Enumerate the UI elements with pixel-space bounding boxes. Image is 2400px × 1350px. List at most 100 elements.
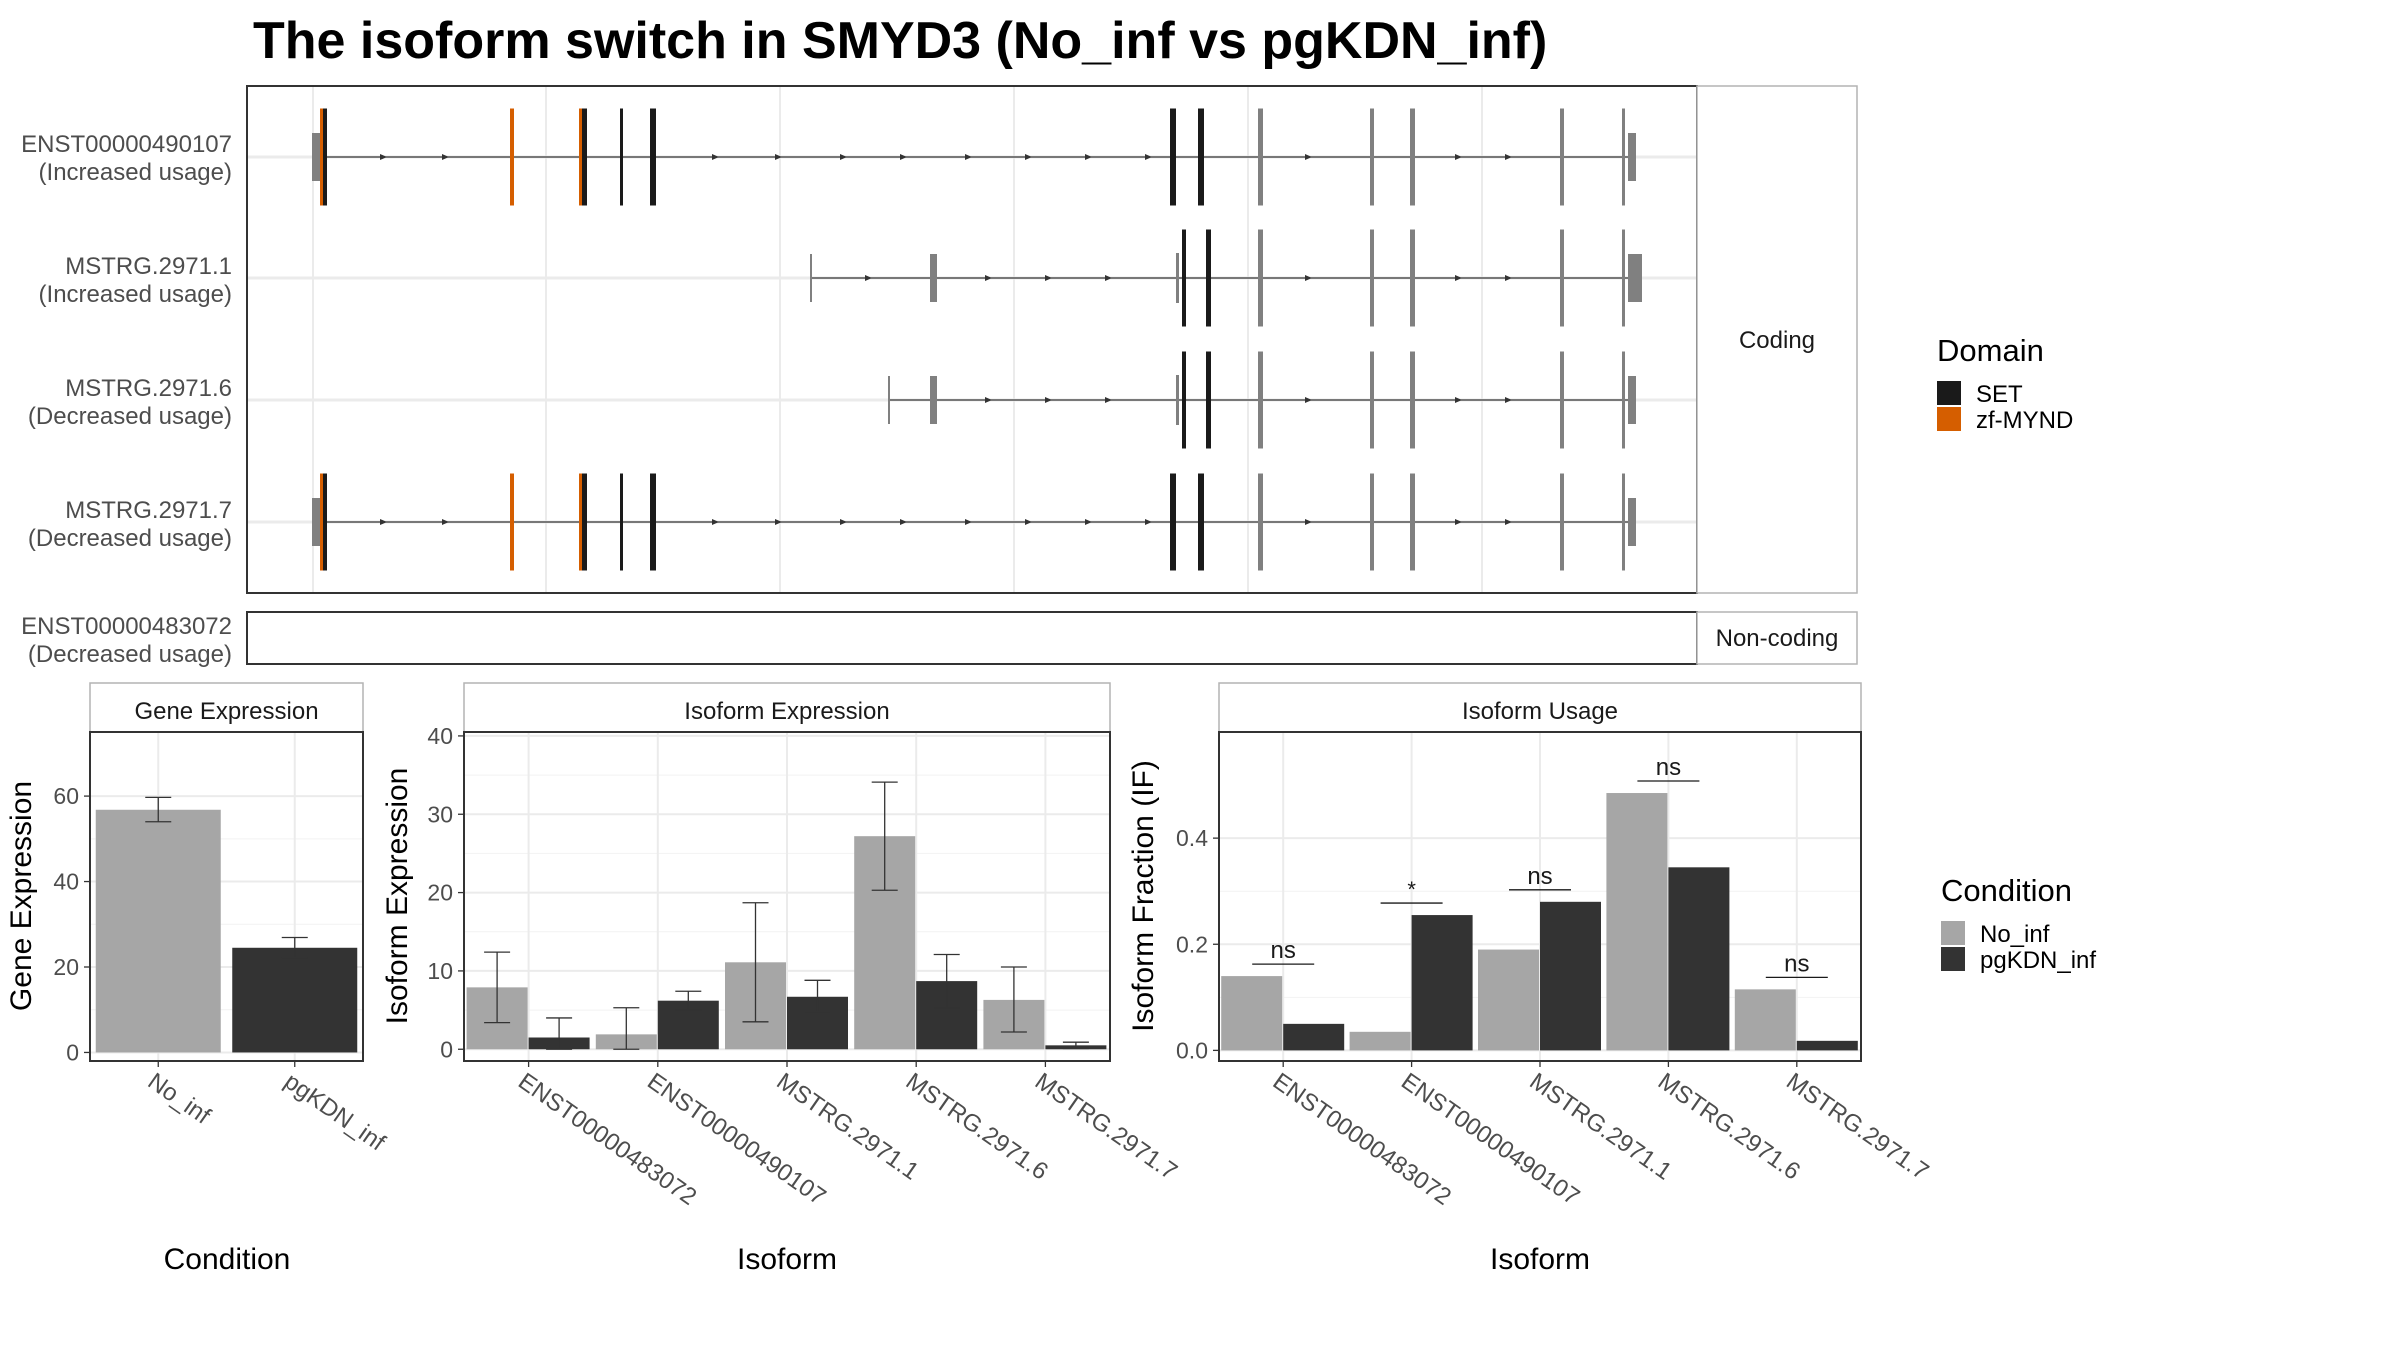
intron-arrow [1505,275,1512,281]
significance-label: ns [1271,937,1296,964]
intron-arrow [1505,397,1512,403]
significance-label: ns [1527,863,1552,890]
exon [1258,351,1263,449]
y-tick-label: 40 [53,869,79,895]
legend-label-set: SET [1976,381,2023,408]
intron-arrow [840,519,847,525]
exon [1622,229,1625,327]
y-tick-label: 60 [53,783,79,809]
exon [1560,229,1564,327]
x-tick-label: MSTRG.2971.7 [1781,1068,1933,1186]
bar [1796,1040,1858,1051]
intron-arrow [1455,397,1462,403]
isoform-label-usage: (Decreased usage) [28,525,232,552]
intron-arrow [965,519,972,525]
facet-strip [89,682,364,733]
exon [810,254,812,302]
intron-arrow [1505,519,1512,525]
significance-label: * [1407,877,1416,902]
x-tick-label: No_inf [143,1068,216,1130]
isoform-label-usage: (Increased usage) [39,159,232,186]
bar [1540,901,1601,1051]
exon [1370,229,1374,327]
y-tick-label: 40 [427,723,453,749]
intron-arrow [865,275,872,281]
noncoding-strip-label: Non-coding [1716,625,1839,652]
exon [1170,108,1176,206]
isoform-label-id: ENST00000490107 [21,131,232,158]
domain-legend: Domain SET zf-MYND [1937,333,2073,434]
intron-arrow [1455,154,1462,160]
exon [888,376,890,424]
exon [650,108,656,206]
isoform-expression-chart: Isoform Expression010203040ENST000004830… [381,682,1182,1276]
exon [1622,351,1625,449]
isoform-label-id: MSTRG.2971.6 [65,375,232,402]
intron-arrow [1455,519,1462,525]
isoform-label-usage: (Decreased usage) [28,641,232,668]
y-tick-label: 20 [427,880,453,906]
intron-arrow [1105,397,1112,403]
intron-arrow [900,154,907,160]
intron-arrow [1305,154,1312,160]
exon [579,473,582,571]
exon [312,133,320,181]
exon [1560,473,1564,571]
exon [1258,108,1263,206]
intron-arrow [442,154,449,160]
exon [510,108,514,206]
noncoding-panel-bg [246,611,1698,665]
exon [1628,498,1636,546]
exon [1410,108,1415,206]
intron-arrow [1025,519,1032,525]
intron-arrow [1505,154,1512,160]
exon [1182,351,1186,449]
bar [1349,1031,1411,1051]
bar [1411,915,1473,1051]
condition-legend: Condition No_inf pgKDN_inf [1941,873,2096,974]
legend-label-zf-mynd: zf-MYND [1976,407,2073,434]
intron-arrow [840,154,847,160]
y-axis-title: Gene Expression [5,781,38,1011]
intron-arrow [1145,519,1152,525]
intron-arrow [965,154,972,160]
exon [1170,473,1176,571]
x-tick-label: MSTRG.2971.6 [1653,1068,1805,1186]
exon [322,108,327,206]
exon [1628,133,1636,181]
exon [620,473,623,571]
facet-strip-title: Gene Expression [134,698,318,725]
bar [95,809,221,1053]
exon [1176,253,1179,303]
intron-arrow [985,275,992,281]
exon [320,473,323,571]
exon [1182,229,1186,327]
exon [1176,375,1179,425]
legend-label-pgkdn-inf: pgKDN_inf [1980,947,2096,974]
bar [1668,867,1730,1051]
exon [1560,351,1564,449]
exon [1198,473,1204,571]
significance-label: ns [1784,950,1809,977]
x-axis-title: Isoform [737,1243,837,1276]
legend-label-no-inf: No_inf [1980,921,2050,948]
exon [1622,108,1625,206]
intron-arrow [1085,519,1092,525]
exon [582,108,587,206]
coding-panel-bg [246,85,1698,594]
intron-arrow [1305,519,1312,525]
exon [320,108,323,206]
intron-arrow [1305,275,1312,281]
bar [232,947,358,1053]
domain-legend-title: Domain [1937,333,2044,368]
bar [1221,976,1283,1051]
y-axis-title: Isoform Fraction (IF) [1127,760,1160,1032]
legend-swatch-no-inf [1941,921,1965,945]
intron-arrow [442,519,449,525]
x-axis-title: Condition [164,1243,291,1276]
exon [930,254,937,302]
facet-strip-title: Isoform Expression [684,698,889,725]
exon [1628,254,1642,302]
intron-arrow [1305,397,1312,403]
